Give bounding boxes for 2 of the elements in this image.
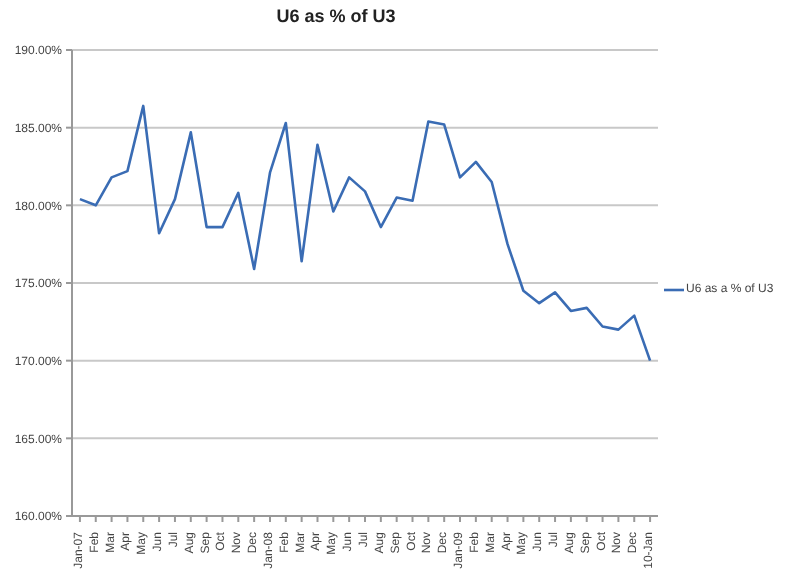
chart-title: U6 as % of U3 bbox=[274, 6, 398, 26]
line-series bbox=[78, 104, 652, 362]
